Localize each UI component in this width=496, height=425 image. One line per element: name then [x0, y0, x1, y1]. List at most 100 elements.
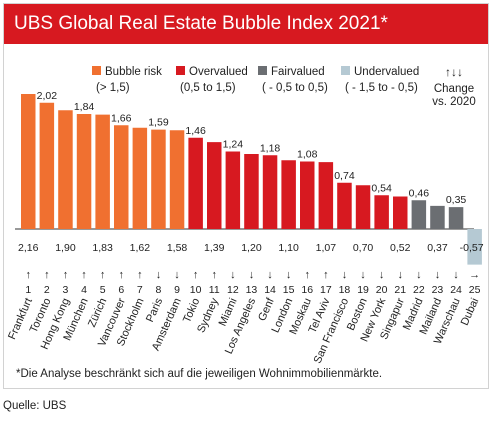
value-label-top-20: 0,54: [371, 182, 392, 194]
bar-11: [207, 142, 222, 229]
value-label-bottom-25: -0,57: [460, 242, 484, 254]
value-label-bottom-23: 0,37: [427, 242, 448, 254]
rank-number-4: 4: [81, 284, 87, 296]
legend-range-over: (0,5 to 1,5): [180, 82, 236, 94]
value-label-top-16: 1,08: [297, 149, 318, 161]
legend-range-bubble: (> 1,5): [96, 82, 130, 94]
value-label-bottom-17: 1,07: [316, 242, 337, 254]
source-note: Quelle: UBS: [3, 400, 67, 412]
value-label-top-6: 1,66: [111, 112, 132, 124]
change-arrow-13: ↓: [249, 269, 255, 281]
legend-swatch-fair: [258, 66, 267, 75]
bar-15: [281, 160, 296, 229]
bar-12: [225, 151, 241, 229]
change-arrow-17: ↑: [323, 269, 329, 281]
value-label-top-22: 0,46: [409, 187, 430, 199]
rank-number-12: 12: [227, 284, 239, 296]
bar-13: [244, 154, 259, 229]
bar-10: [188, 137, 203, 229]
city-label-1: Frankfurt: [6, 296, 35, 341]
bar-2: [39, 102, 55, 229]
bar-19: [355, 185, 371, 229]
change-arrow-19: ↓: [360, 269, 366, 281]
legend-label-over: Overvalued: [189, 66, 248, 78]
value-label-top-18: 0,74: [334, 170, 355, 182]
change-arrow-15: ↓: [286, 269, 292, 281]
bar-6: [114, 125, 129, 229]
change-arrow-10: ↑: [193, 269, 199, 281]
value-label-bottom-15: 1,10: [278, 242, 299, 254]
value-label-bottom-21: 0,52: [390, 242, 411, 254]
value-label-top-14: 1,18: [260, 142, 281, 154]
value-label-bottom-1: 2,16: [18, 242, 39, 254]
bubble-index-chart: Bubble risk (> 1,5) Overvalued (0,5 to 1,5)…: [6, 65, 484, 365]
rank-number-24: 24: [450, 284, 462, 296]
change-arrow-21: ↓: [398, 269, 404, 281]
rank-number-2: 2: [44, 284, 50, 296]
bar-5: [95, 114, 110, 229]
bar-14: [262, 155, 278, 229]
change-arrow-11: ↑: [212, 269, 218, 281]
change-arrow-16: ↑: [305, 269, 311, 281]
change-arrow-18: ↓: [342, 269, 348, 281]
change-arrow-20: ↓: [379, 269, 385, 281]
value-label-bottom-7: 1,62: [130, 242, 151, 254]
bar-8: [151, 129, 166, 229]
bar-3: [58, 110, 73, 229]
bar-9: [169, 130, 185, 229]
rank-number-21: 21: [394, 284, 406, 296]
value-label-top-10: 1,46: [185, 125, 206, 137]
change-arrow-8: ↓: [156, 269, 162, 281]
footnote: *Die Analyse beschränkt sich auf die jew…: [16, 368, 383, 380]
rank-number-13: 13: [246, 284, 258, 296]
change-arrow-24: ↓: [453, 269, 459, 281]
bar-25: [467, 229, 482, 265]
rank-number-14: 14: [264, 284, 276, 296]
bar-16: [300, 161, 315, 229]
change-arrow-3: ↑: [63, 269, 69, 281]
change-legend-arrows: ↑↓↓: [445, 65, 463, 79]
change-legend-line2: vs. 2020: [432, 96, 475, 108]
legend-range-fair: ( - 0,5 to 0,5): [262, 82, 328, 94]
value-label-top-12: 1,24: [223, 139, 244, 151]
bar-22: [411, 200, 427, 229]
change-legend-line1: Change: [434, 83, 474, 95]
rank-number-5: 5: [100, 284, 106, 296]
value-label-bottom-3: 1,90: [55, 242, 76, 254]
chart-title: UBS Global Real Estate Bubble Index 2021…: [14, 13, 388, 34]
bar-4: [76, 114, 92, 229]
bar-20: [374, 195, 389, 229]
value-label-bottom-11: 1,39: [204, 242, 225, 254]
rank-number-3: 3: [63, 284, 69, 296]
title-bar: UBS Global Real Estate Bubble Index 2021…: [4, 4, 488, 44]
rank-number-11: 11: [209, 284, 220, 296]
value-label-top-8: 1,59: [148, 117, 169, 129]
rank-number-16: 16: [301, 284, 313, 296]
change-arrow-25: →: [469, 269, 480, 281]
value-label-bottom-19: 0,70: [353, 242, 374, 254]
value-label-bottom-13: 1,20: [241, 242, 262, 254]
rank-number-1: 1: [25, 284, 31, 296]
rank-number-25: 25: [469, 284, 481, 296]
rank-number-6: 6: [118, 284, 124, 296]
bar-18: [337, 182, 352, 229]
change-arrow-9: ↓: [174, 269, 180, 281]
legend-swatch-over: [176, 66, 185, 75]
change-arrow-14: ↓: [267, 269, 273, 281]
legend-range-under: ( - 1,5 to - 0,5): [345, 82, 418, 94]
bar-1: [21, 94, 36, 229]
change-arrow-6: ↑: [119, 269, 125, 281]
legend-label-bubble: Bubble risk: [105, 66, 162, 78]
rank-number-23: 23: [432, 284, 444, 296]
rank-number-8: 8: [156, 284, 162, 296]
legend-label-fair: Fairvalued: [271, 66, 325, 78]
bar-21: [393, 196, 408, 229]
rank-number-19: 19: [357, 284, 369, 296]
change-arrow-12: ↓: [230, 269, 236, 281]
rank-number-10: 10: [190, 284, 202, 296]
value-label-top-24: 0,35: [446, 194, 467, 206]
legend-swatch-bubble: [92, 66, 101, 75]
change-arrow-7: ↑: [137, 269, 143, 281]
rank-number-15: 15: [283, 284, 295, 296]
change-arrow-1: ↑: [26, 269, 32, 281]
